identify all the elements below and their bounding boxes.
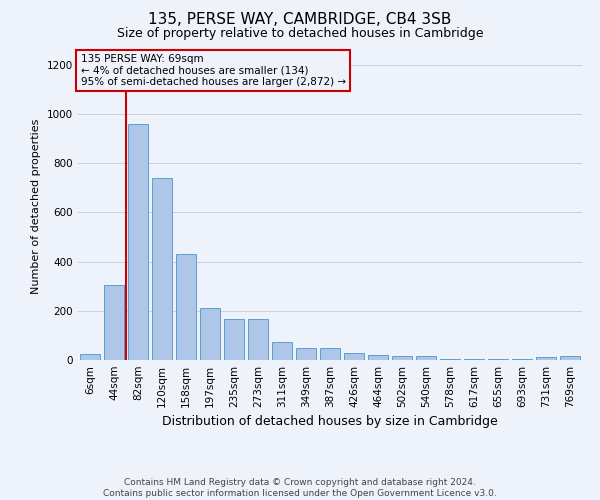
Bar: [80, 354, 100, 360]
Bar: [488, 359, 508, 360]
Bar: [104, 285, 124, 360]
Bar: [368, 355, 388, 360]
Bar: [512, 359, 532, 360]
Bar: [392, 356, 412, 360]
Bar: [416, 356, 436, 360]
Bar: [272, 342, 292, 360]
Bar: [296, 348, 316, 360]
Bar: [152, 178, 172, 360]
X-axis label: Distribution of detached houses by size in Cambridge: Distribution of detached houses by size …: [162, 416, 498, 428]
Bar: [344, 352, 364, 360]
Bar: [536, 357, 556, 360]
Bar: [248, 320, 268, 360]
Text: 135 PERSE WAY: 69sqm
← 4% of detached houses are smaller (134)
95% of semi-detac: 135 PERSE WAY: 69sqm ← 4% of detached ho…: [80, 54, 346, 87]
Text: Contains HM Land Registry data © Crown copyright and database right 2024.
Contai: Contains HM Land Registry data © Crown c…: [103, 478, 497, 498]
Bar: [560, 356, 580, 360]
Bar: [464, 359, 484, 360]
Text: 135, PERSE WAY, CAMBRIDGE, CB4 3SB: 135, PERSE WAY, CAMBRIDGE, CB4 3SB: [148, 12, 452, 28]
Bar: [128, 124, 148, 360]
Y-axis label: Number of detached properties: Number of detached properties: [31, 118, 41, 294]
Bar: [200, 308, 220, 360]
Bar: [440, 359, 460, 360]
Text: Size of property relative to detached houses in Cambridge: Size of property relative to detached ho…: [117, 28, 483, 40]
Bar: [176, 254, 196, 360]
Bar: [224, 320, 244, 360]
Bar: [320, 348, 340, 360]
